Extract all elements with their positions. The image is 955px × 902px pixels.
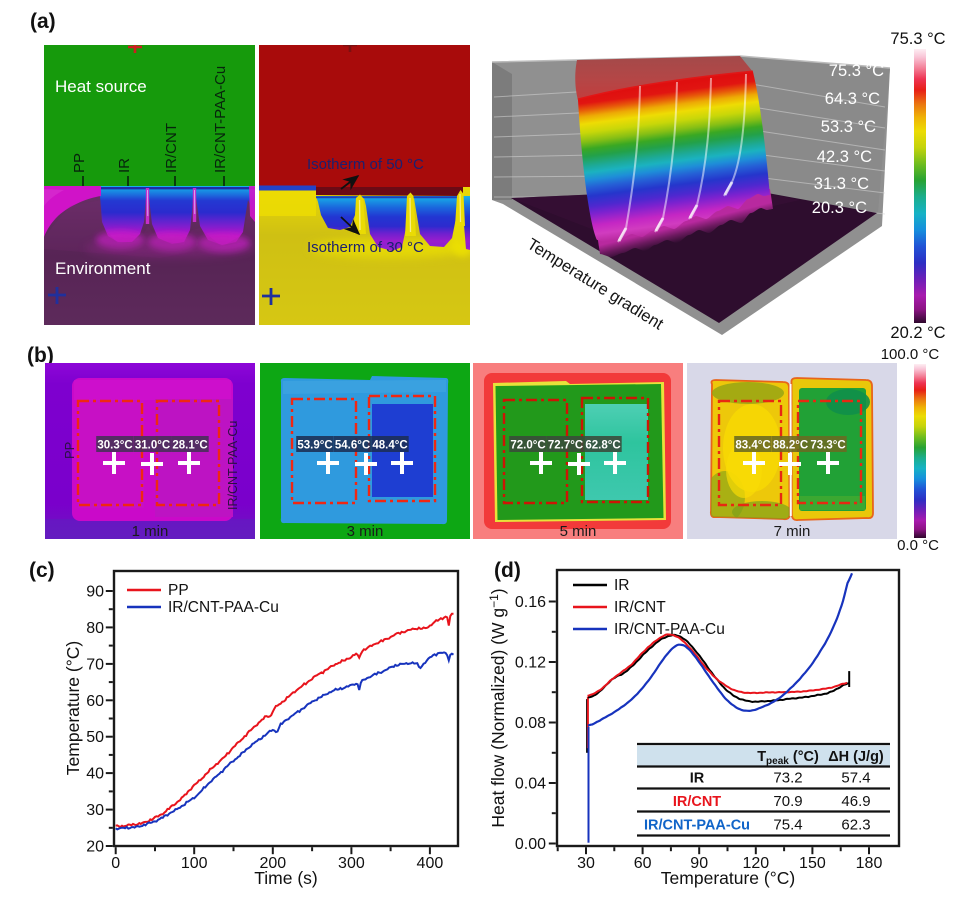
svg-text:(a): (a) — [30, 10, 56, 33]
svg-text:IR/CNT: IR/CNT — [614, 599, 666, 616]
svg-text:75.3 °C: 75.3 °C — [829, 62, 884, 80]
svg-text:0.00: 0.00 — [515, 836, 546, 853]
svg-text:53.3 °C: 53.3 °C — [821, 118, 876, 136]
svg-text:75.3 °C: 75.3 °C — [890, 30, 945, 48]
svg-text:72.0°C: 72.0°C — [510, 440, 545, 452]
svg-text:31.0°C: 31.0°C — [135, 440, 170, 452]
svg-text:60: 60 — [86, 693, 104, 710]
svg-text:0.08: 0.08 — [515, 715, 546, 732]
svg-text:PP: PP — [71, 153, 88, 173]
svg-text:54.6°C: 54.6°C — [335, 440, 370, 452]
svg-text:64.3 °C: 64.3 °C — [825, 90, 880, 108]
svg-text:20.3 °C: 20.3 °C — [812, 199, 867, 217]
svg-text:42.3 °C: 42.3 °C — [817, 148, 872, 166]
svg-text:83.4°C: 83.4°C — [735, 440, 770, 452]
svg-text:90: 90 — [690, 855, 708, 872]
svg-text:Heat source: Heat source — [55, 77, 147, 96]
svg-text:5 min: 5 min — [560, 523, 597, 540]
svg-text:0.12: 0.12 — [515, 655, 546, 672]
svg-text:72.7°C: 72.7°C — [548, 440, 583, 452]
svg-text:40: 40 — [86, 766, 104, 783]
svg-text:50: 50 — [86, 729, 104, 746]
svg-text:0.04: 0.04 — [515, 776, 546, 793]
svg-text:Temperature (°C): Temperature (°C) — [661, 868, 795, 888]
svg-text:62.3: 62.3 — [841, 817, 870, 834]
svg-text:IR/CNT-PAA-Cu: IR/CNT-PAA-Cu — [644, 818, 750, 834]
svg-text:150: 150 — [799, 855, 826, 872]
svg-text:(c): (c) — [29, 559, 55, 582]
svg-text:400: 400 — [417, 855, 444, 872]
svg-text:PP: PP — [62, 442, 77, 459]
svg-text:0: 0 — [111, 855, 120, 872]
svg-text:200: 200 — [259, 855, 286, 872]
svg-text:ΔH (J/g): ΔH (J/g) — [828, 749, 884, 765]
svg-text:90: 90 — [86, 584, 104, 601]
svg-text:70.9: 70.9 — [773, 793, 802, 810]
svg-text:30: 30 — [577, 855, 595, 872]
svg-text:IR: IR — [690, 771, 705, 787]
svg-text:30.3°C: 30.3°C — [97, 440, 132, 452]
svg-text:88.2°C: 88.2°C — [773, 440, 808, 452]
svg-text:PP: PP — [168, 582, 189, 599]
svg-text:31.3 °C: 31.3 °C — [814, 175, 869, 193]
svg-text:7 min: 7 min — [774, 523, 811, 540]
svg-text:48.4°C: 48.4°C — [372, 440, 407, 452]
svg-text:60: 60 — [634, 855, 652, 872]
svg-text:73.3°C: 73.3°C — [810, 440, 845, 452]
svg-text:3 min: 3 min — [347, 523, 384, 540]
svg-text:Isotherm of 50 °C: Isotherm of 50 °C — [307, 156, 424, 173]
svg-text:(d): (d) — [494, 559, 521, 582]
svg-text:IR/CNT-PAA-Cu: IR/CNT-PAA-Cu — [226, 421, 240, 510]
svg-text:120: 120 — [742, 855, 769, 872]
svg-text:180: 180 — [856, 855, 883, 872]
svg-text:IR/CNT-PAA-Cu: IR/CNT-PAA-Cu — [614, 621, 725, 638]
svg-text:53.9°C: 53.9°C — [297, 440, 332, 452]
svg-text:70: 70 — [86, 656, 104, 673]
svg-text:46.9: 46.9 — [841, 793, 870, 810]
svg-text:IR: IR — [116, 158, 133, 173]
svg-text:100.0 °C: 100.0 °C — [881, 346, 940, 363]
svg-text:20: 20 — [86, 839, 104, 856]
svg-text:IR/CNT: IR/CNT — [163, 123, 180, 173]
svg-text:30: 30 — [86, 802, 104, 819]
svg-text:75.4: 75.4 — [773, 817, 802, 834]
svg-text:Heat flow (Normalized) (W g−1): Heat flow (Normalized) (W g−1) — [487, 588, 508, 827]
svg-text:0.0 °C: 0.0 °C — [897, 537, 939, 554]
svg-text:20.2 °C: 20.2 °C — [890, 324, 945, 342]
svg-text:IR/CNT: IR/CNT — [673, 794, 721, 810]
svg-text:IR: IR — [614, 577, 630, 594]
svg-text:57.4: 57.4 — [841, 770, 870, 787]
svg-text:62.8°C: 62.8°C — [585, 440, 620, 452]
svg-text:80: 80 — [86, 620, 104, 637]
svg-text:300: 300 — [338, 855, 365, 872]
svg-text:(b): (b) — [27, 344, 54, 367]
svg-text:Environment: Environment — [55, 259, 151, 278]
svg-text:Isotherm of 30 °C: Isotherm of 30 °C — [307, 239, 424, 256]
svg-text:Temperature (°C): Temperature (°C) — [63, 641, 83, 775]
svg-text:1 min: 1 min — [132, 523, 169, 540]
svg-text:IR/CNT-PAA-Cu: IR/CNT-PAA-Cu — [212, 66, 229, 173]
svg-text:100: 100 — [181, 855, 208, 872]
svg-text:28.1°C: 28.1°C — [172, 440, 207, 452]
svg-text:IR/CNT-PAA-Cu: IR/CNT-PAA-Cu — [168, 599, 279, 616]
svg-text:0.16: 0.16 — [515, 594, 546, 611]
svg-text:73.2: 73.2 — [773, 770, 802, 787]
svg-text:Time (s): Time (s) — [254, 868, 318, 888]
